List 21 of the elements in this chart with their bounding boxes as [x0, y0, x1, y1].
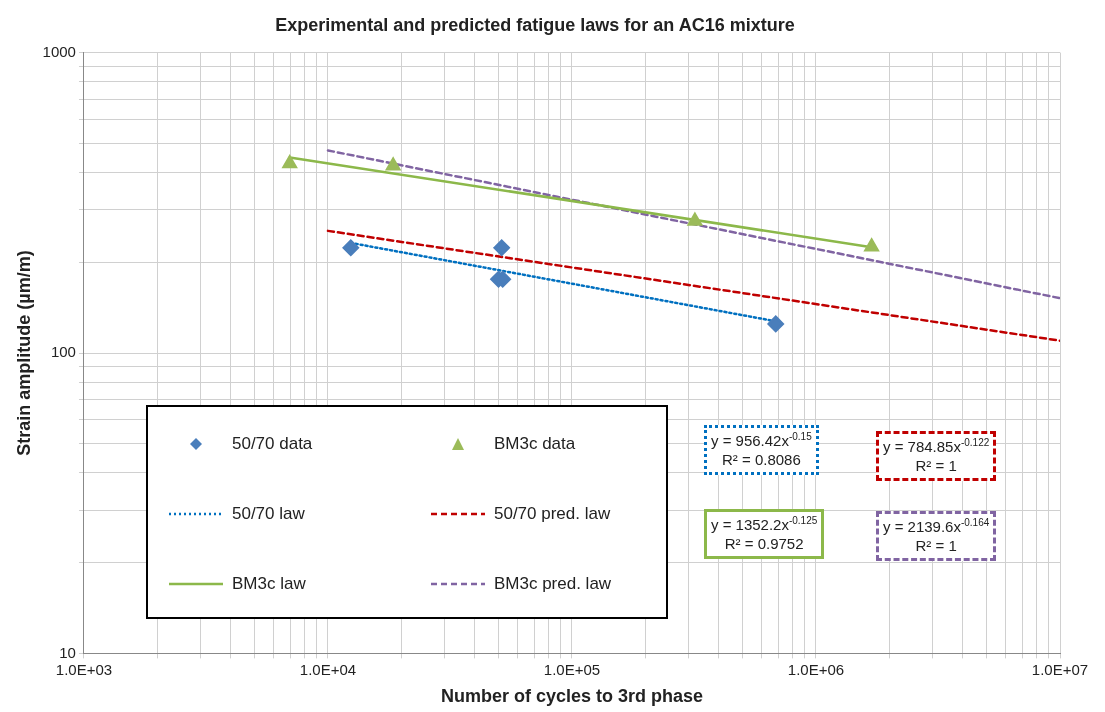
- legend-label: 50/70 pred. law: [493, 504, 611, 525]
- x-axis-title: Number of cycles to 3rd phase: [440, 686, 704, 707]
- y-axis-title: Strain amplitude (µm/m): [13, 250, 34, 456]
- legend-label: BM3c pred. law: [493, 574, 612, 595]
- y-tick-label: 1000: [42, 42, 76, 60]
- y-tick-label: 10: [59, 643, 76, 661]
- x-tick-label: 1.0E+04: [299, 660, 357, 678]
- x-tick-label: 1.0E+05: [543, 660, 601, 678]
- legend-label: 50/70 law: [231, 504, 305, 525]
- legend-label: BM3c law: [231, 574, 306, 595]
- annotation: y = 784.85x$^{-0.122}$ R² = 1: [875, 430, 997, 481]
- y-tick-label: 100: [50, 343, 76, 361]
- x-tick-label: 1.0E+03: [55, 660, 113, 678]
- x-tick-label: 1.0E+07: [1031, 660, 1089, 678]
- x-tick-label: 1.0E+06: [787, 660, 845, 678]
- annotation: y = 956.42x$^{-0.15}$ R² = 0.8086: [703, 424, 819, 475]
- legend-label: BM3c data: [493, 434, 576, 455]
- annotation: y = 2139.6x$^{-0.164}$ R² = 1: [875, 510, 997, 561]
- legend-label: 50/70 data: [231, 434, 313, 455]
- annotation: y = 1352.2x$^{-0.125}$ R² = 0.9752: [703, 508, 825, 559]
- chart-title: Experimental and predicted fatigue laws for an AC16 mixture: [275, 14, 795, 35]
